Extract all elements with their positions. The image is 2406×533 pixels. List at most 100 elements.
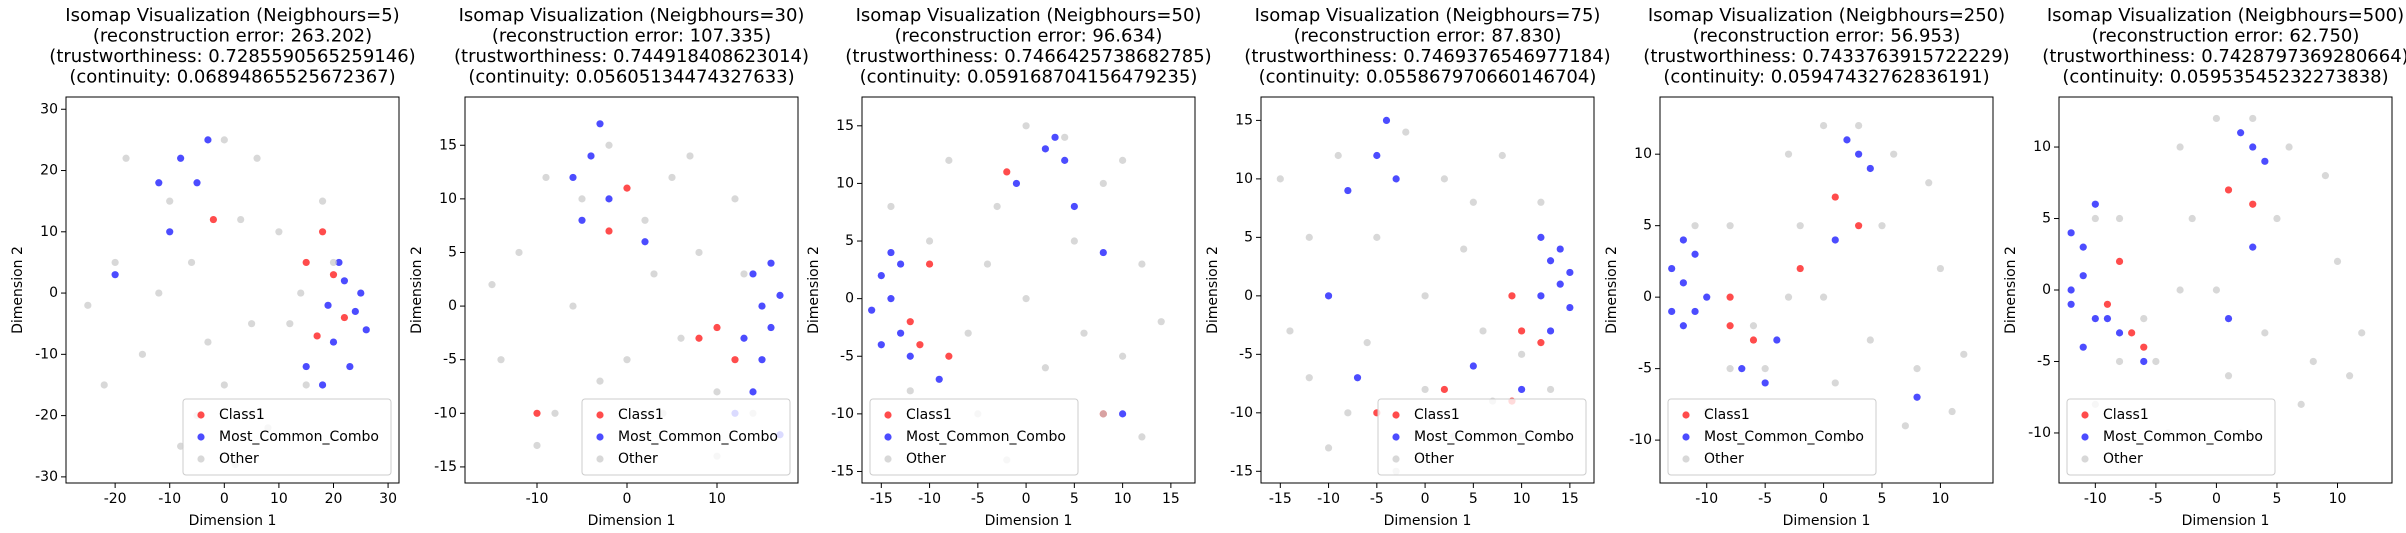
legend-label: Most_Common_Combo — [1414, 429, 1574, 445]
x-tick-label: -10 — [1317, 491, 1340, 507]
point — [945, 352, 953, 360]
point — [1012, 179, 1021, 188]
point — [2188, 214, 2196, 223]
legend-label: Other — [2103, 451, 2143, 467]
point — [1469, 198, 1477, 206]
chart-title: (trustworthiness: 0.7428797369280664) — [2042, 46, 2406, 67]
x-tick-label: 10 — [270, 491, 288, 507]
point — [1726, 365, 1734, 373]
point — [2091, 214, 2099, 223]
point — [906, 387, 914, 395]
point — [1749, 322, 1758, 330]
point — [731, 195, 739, 203]
point — [2261, 329, 2269, 337]
point — [1855, 121, 1863, 130]
point — [1041, 145, 1049, 153]
point — [749, 270, 757, 278]
point — [335, 258, 343, 267]
legend-label: Class1 — [2103, 407, 2149, 423]
point — [2140, 343, 2148, 351]
chart-title: (continuity: 0.05953545232273838) — [2062, 67, 2388, 88]
point — [2237, 129, 2245, 137]
point — [677, 334, 685, 342]
x-axis-label: Dimension 1 — [189, 513, 277, 529]
point — [318, 228, 327, 236]
point — [2128, 329, 2136, 337]
point — [1913, 365, 1921, 373]
point — [1761, 379, 1769, 387]
point — [1022, 295, 1030, 303]
x-tick-label: 10 — [1513, 491, 1531, 507]
point — [1546, 327, 1555, 335]
point — [2140, 314, 2148, 323]
y-tick-label: 15 — [836, 118, 854, 134]
chart-title: Isomap Visualization (Neigbhours=5) — [65, 5, 399, 26]
point — [533, 409, 541, 417]
point — [1960, 350, 1968, 358]
point — [2079, 343, 2087, 351]
point — [623, 356, 631, 364]
point — [340, 277, 349, 285]
point — [2067, 300, 2075, 308]
y-tick-label: 0 — [448, 298, 457, 314]
legend-marker — [596, 455, 604, 463]
point — [1546, 385, 1555, 394]
point — [1373, 233, 1381, 241]
point — [111, 271, 119, 279]
point — [686, 152, 694, 160]
point — [1668, 264, 1676, 273]
point — [877, 271, 885, 280]
y-tick-label: 10 — [836, 175, 854, 191]
point — [2249, 143, 2257, 151]
point — [2115, 257, 2124, 266]
x-tick-label: 0 — [1819, 491, 1828, 507]
y-tick-label: -20 — [35, 408, 58, 424]
point — [1901, 422, 1909, 430]
y-tick-label: 5 — [1643, 218, 1652, 234]
point — [767, 259, 775, 267]
point — [1784, 293, 1793, 301]
axes-frame — [1659, 96, 1994, 484]
legend-marker — [2081, 433, 2089, 441]
legend-marker — [1682, 433, 1690, 441]
legend-label: Other — [1414, 451, 1454, 467]
point — [1537, 339, 1545, 347]
point — [177, 154, 185, 162]
legend-marker — [1682, 455, 1690, 463]
legend-label: Class1 — [219, 407, 265, 423]
y-tick-label: -15 — [434, 459, 457, 475]
point — [587, 152, 595, 160]
point — [740, 334, 748, 342]
point — [497, 356, 505, 364]
chart-title: (reconstruction error: 87.830) — [1294, 26, 1562, 47]
point — [318, 381, 327, 389]
point — [1518, 350, 1526, 358]
point — [1099, 410, 1107, 418]
point — [1421, 292, 1429, 300]
y-tick-label: 5 — [448, 244, 457, 260]
x-tick-label: 30 — [379, 491, 397, 507]
point — [533, 441, 541, 450]
chart-title: Isomap Visualization (Neigbhours=50) — [856, 5, 1202, 26]
point — [925, 237, 934, 245]
y-tick-label: 0 — [2042, 282, 2051, 298]
point — [187, 258, 196, 267]
point — [248, 320, 256, 328]
point — [253, 154, 261, 162]
point — [868, 306, 876, 314]
point — [695, 248, 703, 257]
y-tick-label: 0 — [49, 285, 58, 301]
point — [346, 362, 354, 371]
legend-label: Most_Common_Combo — [2103, 429, 2263, 445]
point — [1691, 222, 1699, 230]
point — [1070, 202, 1078, 211]
point — [209, 215, 217, 224]
x-tick-label: 10 — [708, 491, 726, 507]
point — [887, 295, 895, 303]
point — [302, 381, 310, 389]
x-tick-label: 5 — [1070, 491, 1079, 507]
axes-frame — [861, 96, 1196, 484]
y-tick-label: 10 — [2033, 139, 2051, 155]
point — [1421, 385, 1429, 394]
point — [1119, 410, 1127, 418]
